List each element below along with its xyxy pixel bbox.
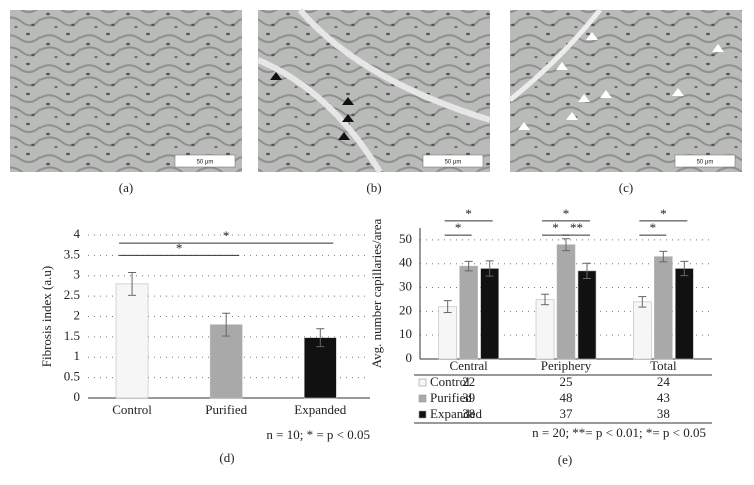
- x-tick-label: Total: [650, 358, 677, 373]
- y-tick-label: 3: [74, 267, 81, 282]
- y-axis-label: Avg. number capillaries/area: [369, 219, 384, 369]
- y-tick-label: 0: [406, 350, 413, 365]
- scale-label: 50 μm: [197, 160, 214, 166]
- panel-label: (b): [366, 180, 381, 195]
- bar: [480, 268, 499, 360]
- scale-bar: [674, 154, 736, 168]
- tissue-gap: [508, 8, 602, 102]
- table-value: 37: [560, 406, 574, 421]
- legend-label: Expanded: [430, 406, 482, 421]
- bar: [115, 283, 149, 399]
- legend-label: Control: [430, 374, 470, 389]
- table-value: 25: [560, 374, 573, 389]
- significance-label: *: [552, 220, 559, 235]
- y-tick-label: 1: [74, 348, 81, 363]
- panel-label: (c): [619, 180, 633, 195]
- significance-label: **: [570, 220, 583, 235]
- bar: [675, 268, 694, 360]
- significance-label: *: [465, 206, 472, 221]
- legend-swatch: [418, 394, 427, 403]
- significance-label: *: [660, 206, 667, 221]
- panel-label: (e): [558, 452, 572, 467]
- y-tick-label: 2: [74, 307, 81, 322]
- significance-label: *: [650, 220, 657, 235]
- y-tick-label: 1.5: [64, 328, 80, 343]
- table-value: 24: [657, 374, 671, 389]
- tissue-gap: [256, 8, 491, 174]
- table-value: 22: [462, 374, 475, 389]
- significance-label: *: [176, 240, 183, 255]
- legend-swatch: [418, 410, 427, 419]
- table-value: 43: [657, 390, 670, 405]
- bar: [654, 256, 673, 360]
- scale-bar: [422, 154, 484, 168]
- x-tick-label: Central: [450, 358, 489, 373]
- y-tick-label: 2.5: [64, 287, 80, 302]
- bar: [577, 270, 597, 360]
- panel-label: (a): [119, 180, 133, 195]
- y-tick-label: 50: [399, 231, 412, 246]
- legend-label: Purified: [430, 390, 472, 405]
- y-tick-label: 10: [399, 326, 412, 341]
- bar: [633, 301, 652, 360]
- table-value: 48: [560, 390, 573, 405]
- bar: [459, 265, 478, 360]
- significance-label: *: [455, 220, 462, 235]
- y-tick-label: 0.5: [64, 369, 80, 384]
- bar: [209, 324, 243, 399]
- significance-label: *: [563, 206, 570, 221]
- x-tick-label: Purified: [205, 402, 247, 417]
- table-value: 39: [462, 390, 475, 405]
- bar: [556, 244, 576, 360]
- y-tick-label: 0: [74, 389, 81, 404]
- scale-label: 50 μm: [445, 160, 462, 166]
- micrograph: [510, 10, 742, 172]
- y-tick-label: 20: [399, 302, 412, 317]
- scale-label: 50 μm: [697, 160, 714, 166]
- table-value: 38: [657, 406, 670, 421]
- footnote: n = 10; * = p < 0.05: [266, 427, 370, 442]
- y-tick-label: 40: [399, 255, 412, 270]
- micrographs: 50 μm 50 μm 50 μm: [10, 8, 742, 250]
- scale-bar: [174, 154, 236, 168]
- table-value: 38: [462, 406, 475, 421]
- arrowhead: [270, 72, 354, 140]
- y-tick-label: 30: [399, 279, 412, 294]
- x-tick-label: Control: [112, 402, 152, 417]
- y-tick-label: 3.5: [64, 246, 80, 261]
- y-axis-label: Fibrosis index (a.u): [39, 266, 54, 367]
- micrograph: [258, 10, 490, 172]
- bar: [535, 299, 555, 360]
- x-tick-label: Expanded: [294, 402, 346, 417]
- bar: [438, 306, 457, 360]
- x-tick-label: Periphery: [541, 358, 592, 373]
- y-tick-label: 4: [74, 226, 81, 241]
- legend-swatch: [418, 378, 427, 387]
- panel-label: (d): [219, 450, 234, 465]
- significance-label: *: [223, 228, 230, 243]
- footnote: n = 20; **= p < 0.01; *= p < 0.05: [532, 425, 706, 440]
- micrograph: [10, 10, 242, 172]
